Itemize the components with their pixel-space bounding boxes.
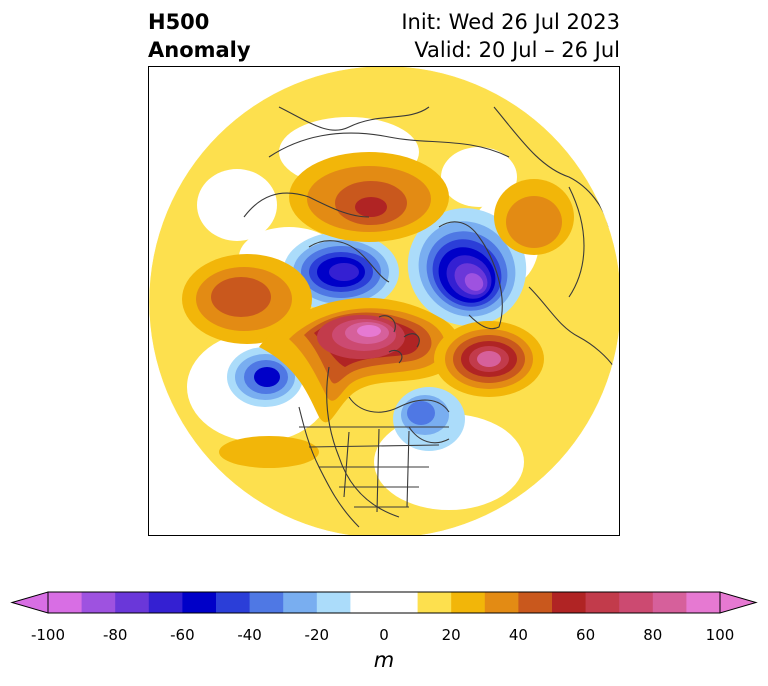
colorbar-cell [182, 592, 217, 613]
positive-center-pacific-south [219, 436, 319, 468]
colorbar-units: m [373, 648, 395, 672]
positive-center-arctic [259, 297, 461, 423]
colorbar-tick-label: -100 [30, 626, 66, 644]
colorbar-tick-label: 80 [643, 626, 663, 644]
colorbar-tick-label: -20 [304, 626, 330, 644]
colorbar-cell [283, 592, 318, 613]
colorbar-cell [216, 592, 251, 613]
colorbar-cell [619, 592, 654, 613]
positive-center-west [182, 254, 312, 344]
colorbar-cell [451, 592, 486, 613]
colorbar-cell [552, 592, 587, 613]
colorbar-cell [518, 592, 553, 613]
colorbar-cell [81, 592, 116, 613]
colorbar-cell [48, 592, 83, 613]
positive-center-atlantic [434, 321, 544, 397]
colorbar-tick-label: -60 [170, 626, 195, 644]
colorbar-over-arrow [719, 591, 758, 614]
colorbar-cell [115, 592, 150, 613]
colorbar-cell [350, 592, 419, 613]
colorbar-tick-label: -40 [237, 626, 262, 644]
negative-center-west [283, 232, 399, 312]
colorbar-cell [148, 592, 183, 613]
colorbar-tick-label: 60 [576, 626, 596, 644]
title-valid-range: Valid: 20 Jul – 26 Jul [414, 38, 620, 62]
colorbar-tick-label: 0 [379, 626, 389, 644]
colorbar-tick-label: 20 [441, 626, 461, 644]
colorbar-cell [585, 592, 620, 613]
positive-center-northeast [494, 179, 574, 255]
title-variable: H500 [148, 10, 210, 34]
colorbar-cell [249, 592, 284, 613]
negative-center-atlantic [393, 387, 465, 451]
title-right: Init: Wed 26 Jul 2023 Valid: 20 Jul – 26… [401, 8, 620, 64]
anomaly-map [149, 67, 619, 535]
coastlines [243, 106, 615, 528]
positive-center-siberia [289, 152, 449, 242]
colorbar-cell [686, 592, 721, 613]
colorbar-tick-label: 100 [705, 626, 735, 644]
colorbar-frame [47, 591, 721, 614]
colorbar-cell [316, 592, 351, 613]
title-left: H500 Anomaly [148, 8, 251, 64]
colorbar [10, 591, 758, 614]
map-panel [148, 66, 620, 536]
colorbar-under-arrow [10, 591, 49, 614]
colorbar-tick-label: 40 [508, 626, 528, 644]
colorbar-cell [417, 592, 452, 613]
colorbar-tick-label: -80 [102, 626, 128, 644]
title-anomaly: Anomaly [148, 38, 251, 62]
title-init-date: Init: Wed 26 Jul 2023 [401, 10, 620, 34]
negative-center-east [407, 208, 527, 326]
colorbar-cell [484, 592, 519, 613]
colorbar-cell [652, 592, 687, 613]
